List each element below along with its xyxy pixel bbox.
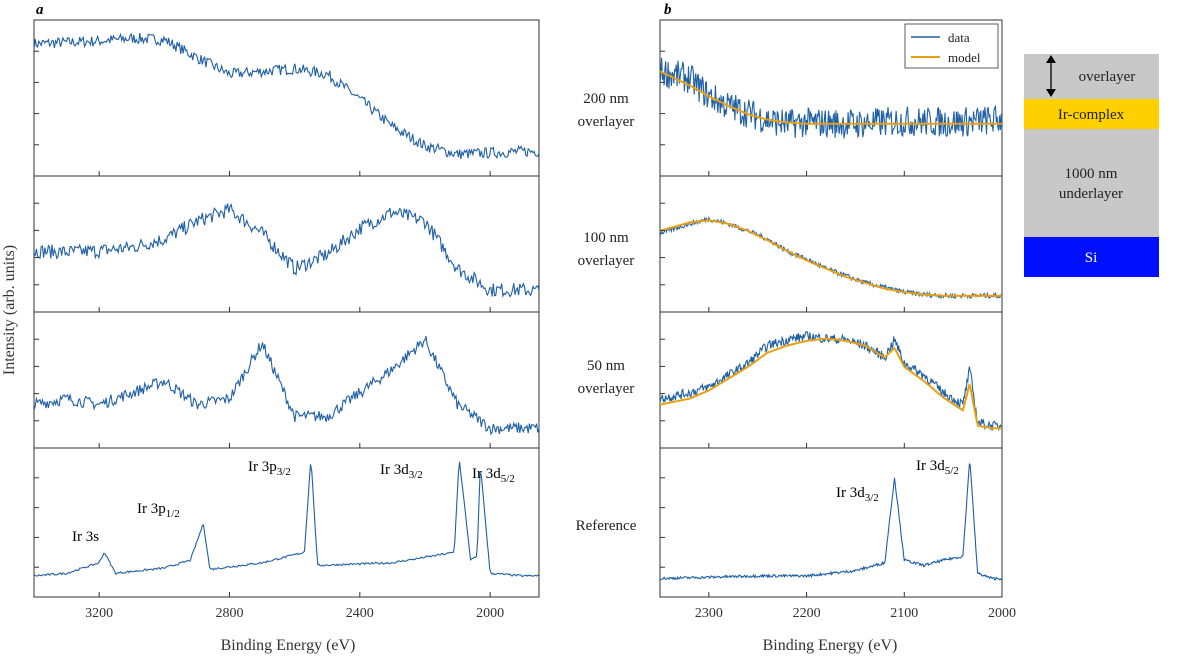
data-series-line — [659, 463, 1003, 581]
panel-a-peak-labels: Ir 3s Ir 3p1/2 Ir 3p3/2 Ir 3d3/2 Ir 3d5/2 — [72, 459, 515, 545]
layer-overlayer-label: overlayer — [1079, 69, 1136, 85]
panel-a-frame — [33, 19, 540, 598]
x-tick-label: 2200 — [793, 606, 821, 621]
peak-label: Ir 3p3/2 — [248, 459, 291, 478]
x-tick-label: 2000 — [988, 606, 1016, 621]
y-axis-label: Intensity (arb. units) — [1, 245, 18, 375]
row-label: Reference — [576, 518, 637, 534]
x-tick-label: 2300 — [695, 606, 723, 621]
panel-b-letter: b — [664, 2, 672, 18]
thickness-arrow-icon — [1046, 55, 1056, 97]
panel-a-x-axis-label: Binding Energy (eV) — [221, 637, 356, 654]
peak-label: Ir 3d5/2 — [916, 458, 959, 477]
row-label: 50 nm — [587, 358, 625, 374]
row-labels: 200 nm overlayer 100 nm overlayer 50 nm overl… — [576, 91, 637, 534]
peak-label: Ir 3d3/2 — [836, 485, 879, 504]
panel-b-ticks: 2300 2200 2100 2000 — [660, 50, 1016, 621]
panel-b-curves — [659, 57, 1003, 581]
legend: data model — [904, 23, 999, 69]
panel-a-curves — [33, 32, 540, 578]
data-series-line — [33, 336, 540, 436]
data-series-line — [659, 331, 1003, 432]
panel-a: 3200 2800 2400 2000 — [33, 19, 540, 621]
data-series-line — [659, 57, 1003, 139]
model-series-line — [659, 337, 1002, 430]
data-series-line — [33, 203, 540, 299]
peak-label: Ir 3s — [72, 529, 99, 545]
data-series-line — [659, 215, 1003, 300]
legend-label-model: model — [948, 50, 981, 65]
layer-overlayer — [1024, 54, 1159, 99]
panel-a-letter: a — [36, 2, 44, 18]
legend-box — [904, 23, 999, 69]
row-label: overlayer — [578, 253, 635, 269]
row-label: overlayer — [578, 114, 635, 130]
x-tick-label: 3200 — [85, 606, 113, 621]
layer-ir-complex-label: Ir-complex — [1058, 107, 1125, 123]
x-tick-label: 2400 — [346, 606, 374, 621]
x-tick-label: 2000 — [476, 606, 504, 621]
row-label: overlayer — [578, 381, 635, 397]
panel-b-frame — [659, 19, 1003, 598]
x-tick-label: 2800 — [215, 606, 243, 621]
row-label: 100 nm — [583, 230, 629, 246]
layer-stack-diagram: overlayer Ir-complex 1000 nm underlayer … — [1024, 54, 1159, 277]
data-series-line — [33, 461, 540, 578]
layer-underlayer — [1024, 129, 1159, 237]
data-series-line — [33, 32, 540, 160]
layer-si — [1024, 237, 1159, 277]
model-series-line — [659, 219, 1002, 297]
layer-underlayer-label-line-2: underlayer — [1059, 186, 1123, 202]
layer-ir-complex — [1024, 99, 1159, 129]
panel-a-ticks: 3200 2800 2400 2000 — [34, 50, 504, 621]
peak-label: Ir 3d3/2 — [380, 462, 423, 481]
panel-b-peak-labels: Ir 3d3/2 Ir 3d5/2 — [836, 458, 959, 504]
peak-label: Ir 3p1/2 — [137, 501, 180, 520]
legend-label-data: data — [948, 30, 970, 45]
layer-underlayer-label-line-1: 1000 nm — [1065, 166, 1118, 182]
panel-b-x-axis-label: Binding Energy (eV) — [763, 637, 898, 654]
row-label: 200 nm — [583, 91, 629, 107]
peak-label: Ir 3d5/2 — [472, 466, 515, 485]
panel-b: 2300 2200 2100 2000 data model — [659, 19, 1016, 621]
layer-si-label: Si — [1085, 250, 1098, 266]
model-series-line — [659, 70, 1002, 125]
x-tick-label: 2100 — [890, 606, 918, 621]
